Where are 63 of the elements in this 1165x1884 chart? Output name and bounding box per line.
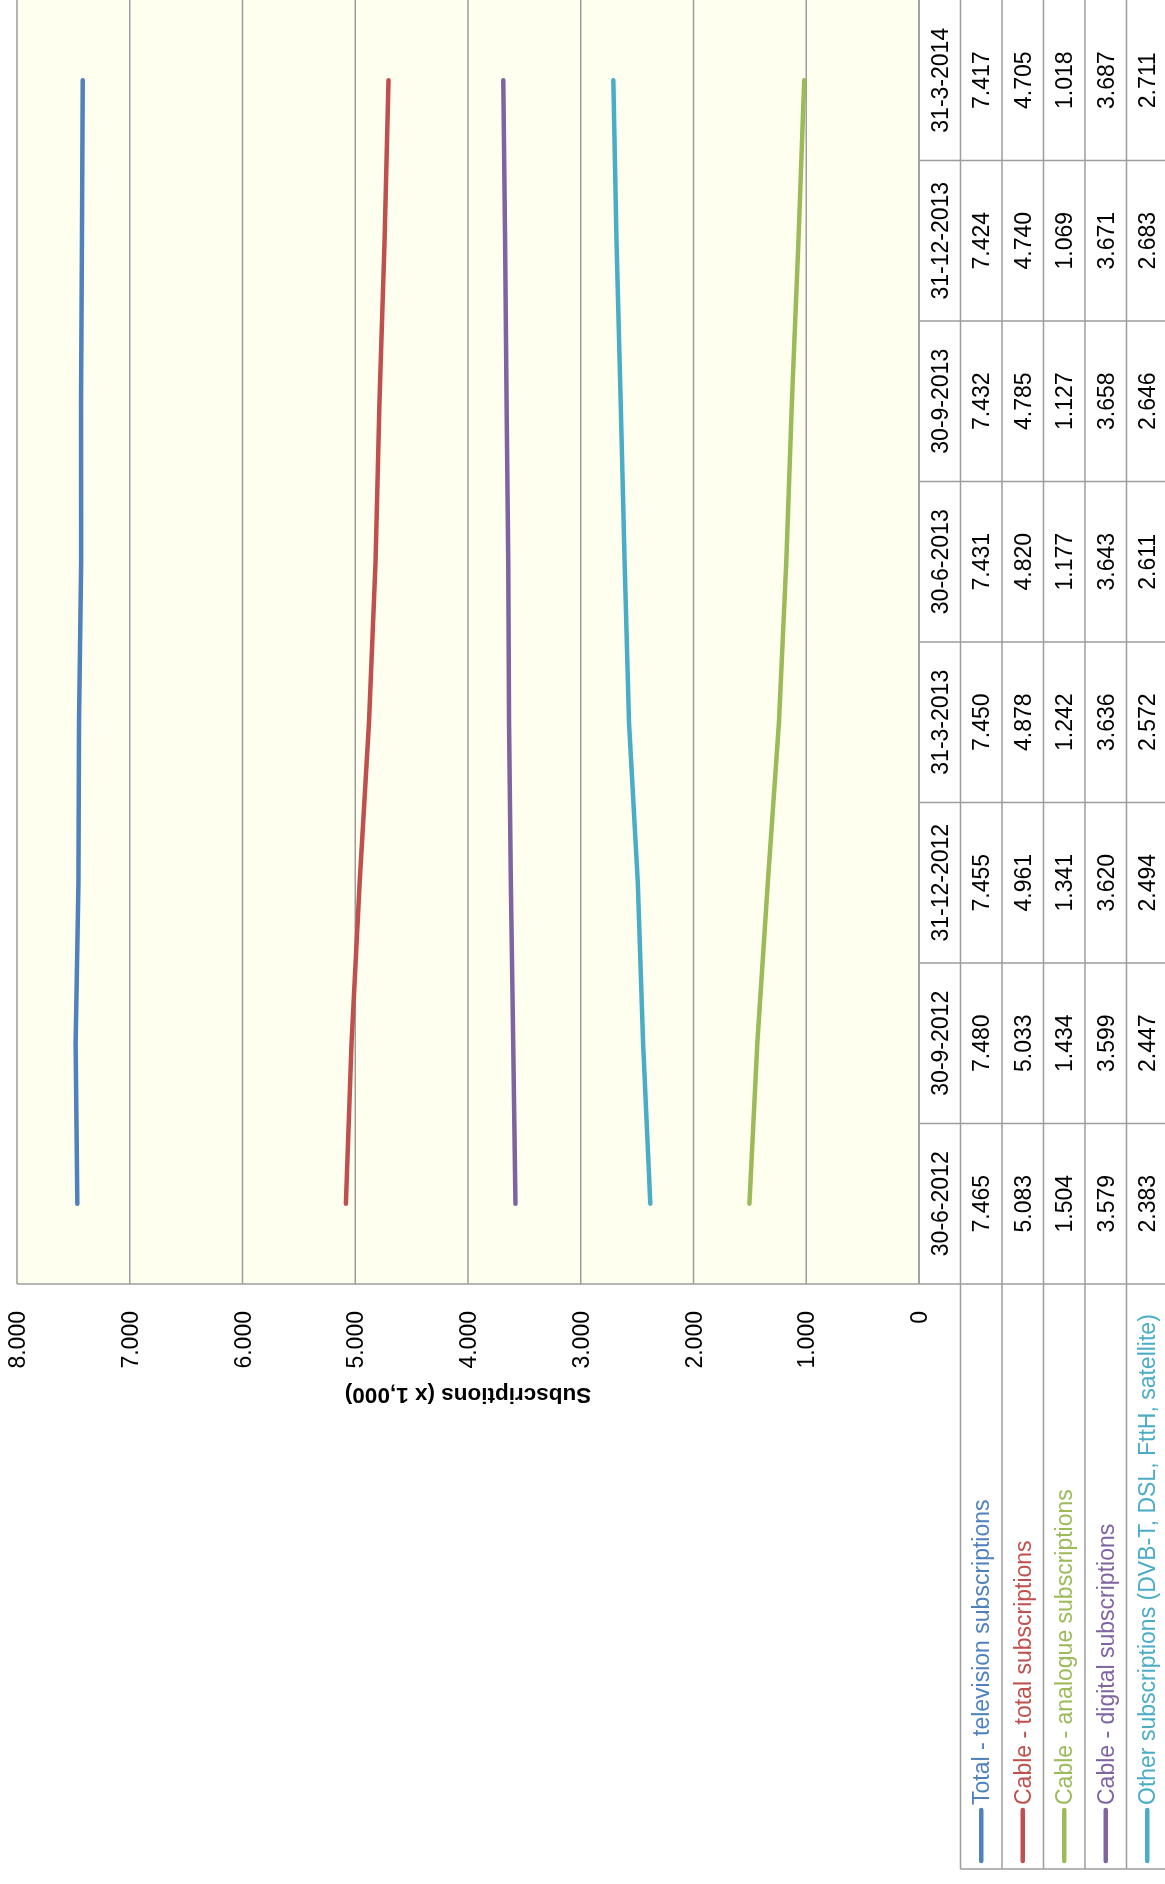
data-label: 7.450: [968, 693, 995, 752]
data-label: 1.242: [1051, 693, 1078, 752]
data-label: 5.033: [1009, 1014, 1036, 1073]
data-label: 2.646: [1134, 372, 1161, 431]
data-label: 4.705: [1009, 51, 1036, 110]
data-label: 4.785: [1009, 372, 1036, 431]
data-label: 7.432: [968, 372, 995, 431]
x-tick-label: 4.000: [455, 1311, 481, 1369]
x-axis-title: Subscriptions (x 1,000): [344, 1383, 592, 1409]
data-label: 1.434: [1051, 1014, 1078, 1073]
y-tick-label: 30-9-2012: [926, 990, 953, 1096]
x-tick-label: 6.000: [229, 1311, 256, 1369]
data-label: 4.740: [1009, 211, 1036, 270]
x-tick-label: 7.000: [116, 1311, 143, 1369]
data-label: 3.636: [1092, 693, 1119, 752]
data-label: 7.480: [968, 1014, 995, 1073]
x-tick-label: 2.000: [680, 1311, 707, 1369]
text: Cable - total subscriptions: [1009, 1540, 1036, 1805]
y-tick-label: 30-9-2013: [926, 348, 953, 454]
data-label: 1.018: [1051, 51, 1078, 110]
data-label: 2.572: [1134, 693, 1161, 752]
data-label: 3.620: [1092, 853, 1119, 912]
data-label: 2.494: [1134, 853, 1161, 912]
data-label: 2.383: [1134, 1174, 1161, 1233]
data-label: 7.431: [968, 532, 995, 591]
data-label: 1.177: [1051, 532, 1078, 591]
y-tick-label: 30-6-2012: [926, 1151, 953, 1257]
x-tick-label: 5.000: [342, 1311, 369, 1369]
data-label: 3.599: [1092, 1014, 1119, 1073]
x-tick-label: 8.000: [4, 1311, 30, 1369]
data-label: 1.127: [1051, 372, 1078, 431]
data-label: 2.611: [1134, 533, 1161, 590]
y-tick-label: 31-12-2012: [926, 823, 953, 942]
x-tick-label: 0: [906, 1311, 932, 1324]
data-label: 2.683: [1134, 211, 1161, 270]
x-tick-label: 1.000: [793, 1311, 820, 1369]
data-label: 4.878: [1009, 693, 1036, 752]
data-label: 1.069: [1051, 211, 1078, 270]
y-tick-label: 31-3-2014: [926, 27, 953, 133]
y-tick-label: 30-6-2013: [926, 509, 953, 615]
data-label: 7.465: [968, 1174, 995, 1233]
data-label: 1.504: [1051, 1174, 1078, 1233]
text: Cable - analogue subscriptions: [1051, 1489, 1078, 1805]
data-label: 4.961: [1009, 853, 1036, 912]
data-label: 7.424: [968, 211, 995, 270]
data-label: 7.417: [968, 51, 995, 110]
y-tick-label: 31-3-2013: [926, 669, 953, 775]
data-label: 3.658: [1092, 372, 1119, 431]
text: Total - television subscriptions: [968, 1499, 995, 1805]
text: Other subscriptions (DVB-T, DSL, FttH, satellite): [1134, 1314, 1161, 1805]
data-label: 5.083: [1009, 1174, 1036, 1233]
x-tick-label: 3.000: [567, 1311, 594, 1369]
data-label: 3.579: [1092, 1174, 1119, 1233]
data-label: 7.455: [968, 853, 995, 912]
data-label: 3.687: [1092, 51, 1119, 110]
text: Cable - digital subscriptions: [1092, 1523, 1119, 1805]
data-label: 1.341: [1051, 853, 1078, 912]
data-label: 3.671: [1092, 211, 1119, 270]
data-label: 2.711: [1134, 52, 1161, 109]
data-label: 2.447: [1134, 1014, 1161, 1073]
data-label: 3.643: [1092, 532, 1119, 591]
y-tick-label: 31-12-2013: [926, 181, 953, 300]
data-label: 4.820: [1009, 532, 1036, 591]
